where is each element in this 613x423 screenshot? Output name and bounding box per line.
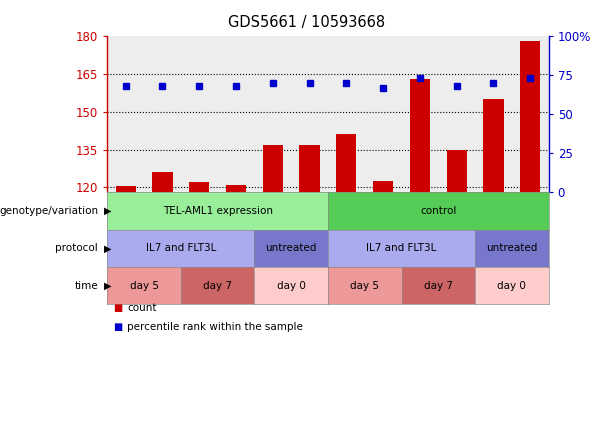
Text: day 7: day 7 bbox=[203, 280, 232, 291]
Text: ▶: ▶ bbox=[104, 243, 112, 253]
Bar bbox=[438, 36, 475, 192]
Text: IL7 and FLT3L: IL7 and FLT3L bbox=[367, 243, 436, 253]
Bar bbox=[475, 36, 512, 192]
Bar bbox=[409, 79, 430, 192]
Bar bbox=[144, 36, 181, 192]
Bar bbox=[373, 181, 394, 192]
Bar bbox=[447, 150, 467, 192]
Text: untreated: untreated bbox=[486, 243, 538, 253]
Bar bbox=[181, 36, 218, 192]
Bar bbox=[107, 36, 144, 192]
Bar bbox=[291, 36, 328, 192]
Bar bbox=[365, 36, 402, 192]
Bar bbox=[484, 99, 504, 192]
Text: GDS5661 / 10593668: GDS5661 / 10593668 bbox=[228, 15, 385, 30]
Bar bbox=[189, 182, 209, 192]
Bar bbox=[263, 145, 283, 192]
Text: TEL-AML1 expression: TEL-AML1 expression bbox=[162, 206, 273, 216]
Text: day 5: day 5 bbox=[350, 280, 379, 291]
Bar bbox=[153, 172, 173, 192]
Bar bbox=[226, 185, 246, 192]
Text: count: count bbox=[127, 303, 156, 313]
Bar bbox=[336, 135, 357, 192]
Text: time: time bbox=[74, 280, 98, 291]
Text: protocol: protocol bbox=[55, 243, 98, 253]
Bar bbox=[299, 145, 320, 192]
Bar bbox=[520, 41, 541, 192]
Text: ■: ■ bbox=[113, 322, 123, 332]
Bar bbox=[328, 36, 365, 192]
Text: percentile rank within the sample: percentile rank within the sample bbox=[127, 322, 303, 332]
Text: untreated: untreated bbox=[265, 243, 317, 253]
Text: day 0: day 0 bbox=[276, 280, 306, 291]
Bar bbox=[512, 36, 549, 192]
Bar bbox=[218, 36, 254, 192]
Text: ▶: ▶ bbox=[104, 280, 112, 291]
Bar bbox=[402, 36, 438, 192]
Bar bbox=[254, 36, 291, 192]
Text: ■: ■ bbox=[113, 303, 123, 313]
Bar bbox=[115, 186, 135, 192]
Text: day 0: day 0 bbox=[497, 280, 527, 291]
Text: ▶: ▶ bbox=[104, 206, 112, 216]
Text: genotype/variation: genotype/variation bbox=[0, 206, 98, 216]
Text: day 7: day 7 bbox=[424, 280, 453, 291]
Text: IL7 and FLT3L: IL7 and FLT3L bbox=[146, 243, 216, 253]
Text: control: control bbox=[420, 206, 457, 216]
Text: day 5: day 5 bbox=[129, 280, 159, 291]
